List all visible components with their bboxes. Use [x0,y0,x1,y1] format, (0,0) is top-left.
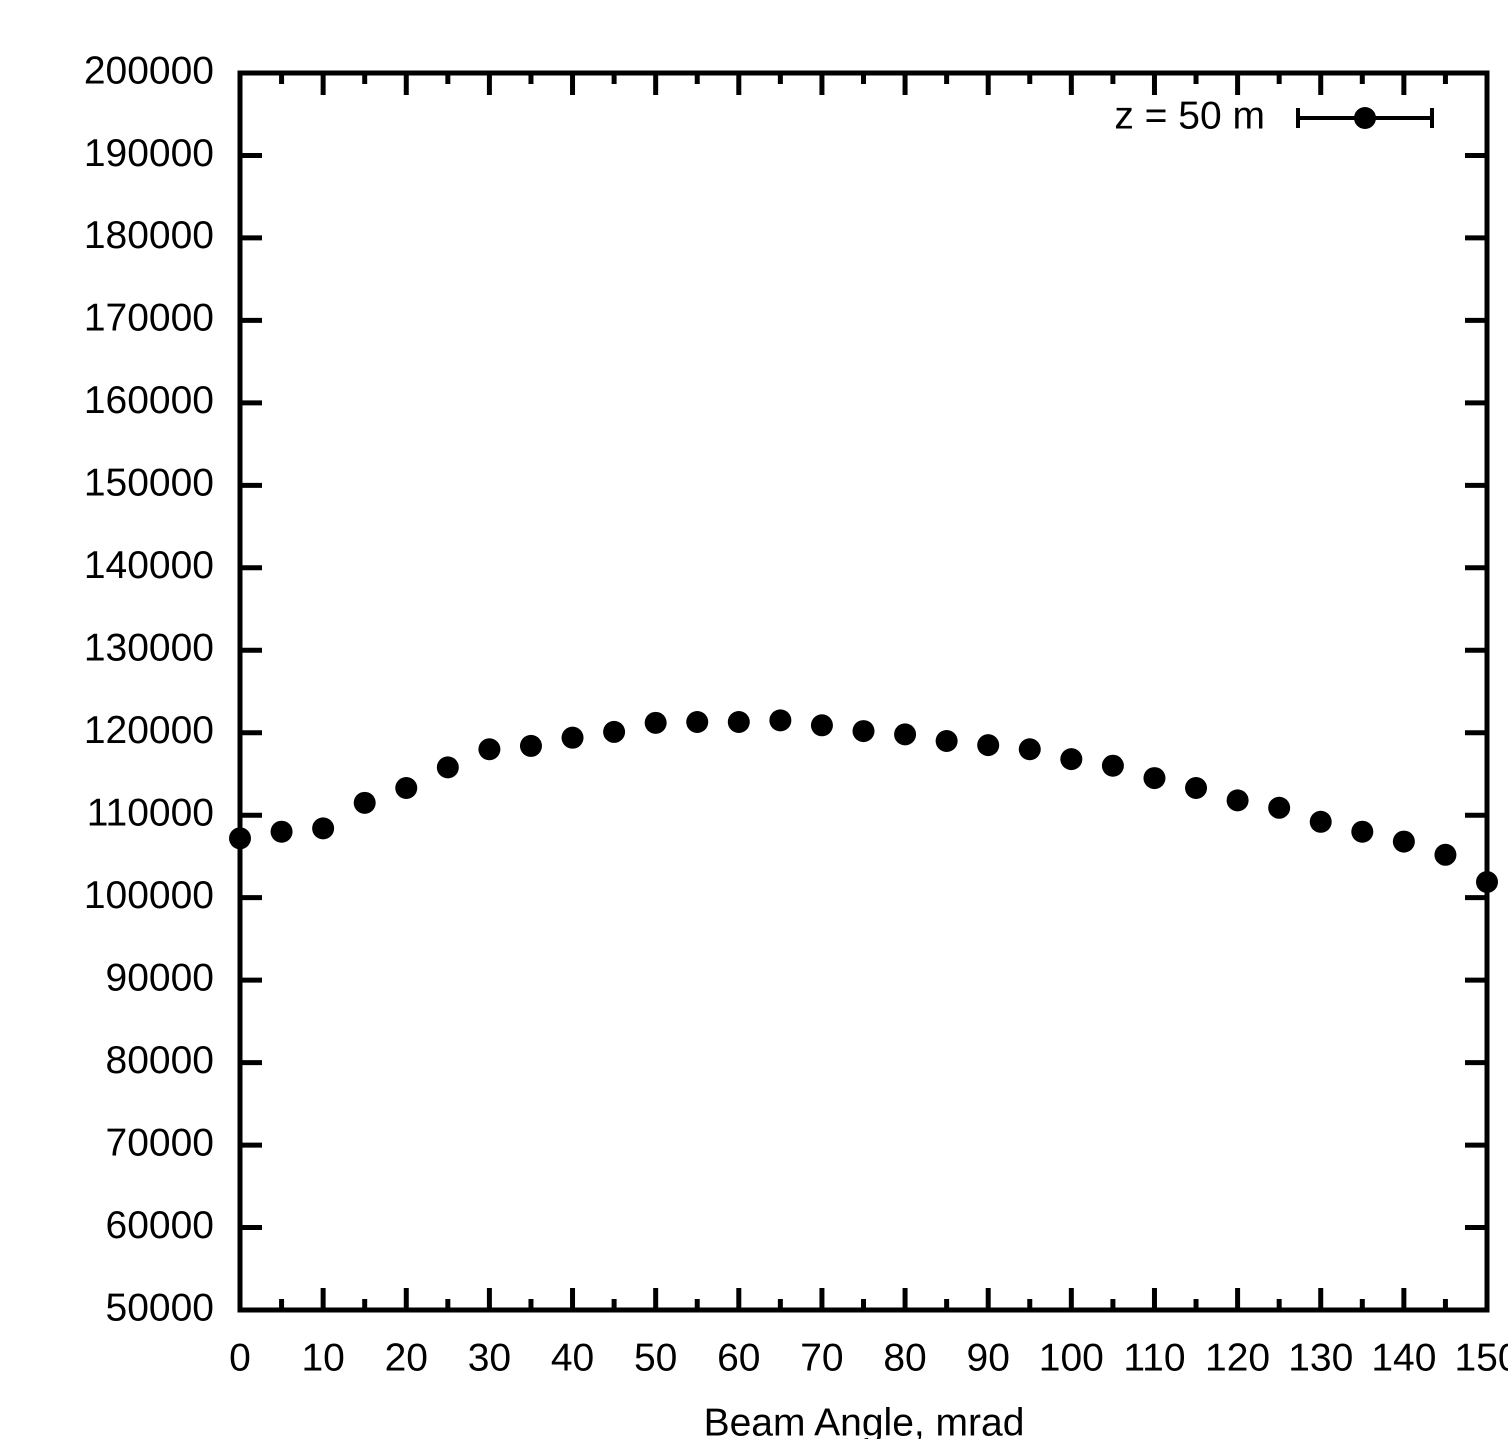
legend-marker [1354,107,1376,129]
x-tick-label: 90 [967,1336,1010,1379]
point [894,723,917,746]
y-tick-label: 90000 [106,956,214,999]
x-tick-label: 60 [717,1336,760,1379]
x-tick-label: 0 [229,1336,251,1379]
point [353,791,376,814]
x-tick-label: 150 [1454,1336,1508,1379]
point [1434,843,1457,866]
y-tick-label: 160000 [84,379,214,422]
point [519,734,542,757]
point [644,711,667,734]
y-tick-label: 140000 [84,544,214,587]
point [977,734,1000,757]
point [1226,789,1249,812]
x-tick-label: 120 [1205,1336,1270,1379]
x-tick-label: 80 [883,1336,926,1379]
x-tick-label: 130 [1288,1336,1353,1379]
x-tick-label: 110 [1123,1336,1185,1379]
point [1392,830,1415,853]
y-tick-label: 190000 [84,132,214,175]
point [561,726,584,749]
y-tick-label: 60000 [106,1204,214,1247]
y-tick-label: 110000 [87,791,214,834]
x-tick-label: 30 [468,1336,511,1379]
point [1018,738,1041,761]
point [478,738,501,761]
point [603,720,626,743]
y-tick-label: 70000 [106,1121,214,1164]
y-tick-label: 180000 [84,214,214,257]
point [312,817,335,840]
point [1268,796,1291,819]
y-tick-label: 80000 [106,1039,214,1082]
y-tick-label: 170000 [84,297,214,340]
legend-label: z = 50 m [1114,94,1265,137]
point [810,714,833,737]
point [852,720,875,743]
point [686,711,709,734]
x-axis-label: Beam Angle, mrad [704,1401,1025,1439]
y-tick-label: 120000 [84,709,214,752]
point [270,820,293,843]
point [229,827,251,850]
point [1101,754,1124,777]
x-tick-label: 40 [551,1336,594,1379]
y-tick-label: 150000 [84,462,214,505]
x-tick-label: 20 [385,1336,428,1379]
point [1143,767,1166,790]
y-tick-label: 50000 [106,1286,214,1329]
x-tick-label: 50 [634,1336,677,1379]
point [935,729,958,752]
x-tick-label: 10 [301,1336,344,1379]
point [769,709,792,732]
y-tick-label: 130000 [84,627,214,670]
point [395,776,418,799]
point [436,756,459,779]
y-tick-label: 100000 [84,874,214,917]
y-tick-label: 200000 [84,49,214,92]
point [1060,748,1083,771]
point [727,711,750,734]
point [1476,870,1498,893]
point [1351,820,1374,843]
point [1185,776,1208,799]
x-tick-label: 70 [800,1336,843,1379]
x-tick-label: 100 [1039,1336,1104,1379]
plot-frame [237,70,1490,1313]
x-tick-label: 140 [1371,1336,1436,1379]
point [1309,810,1332,833]
